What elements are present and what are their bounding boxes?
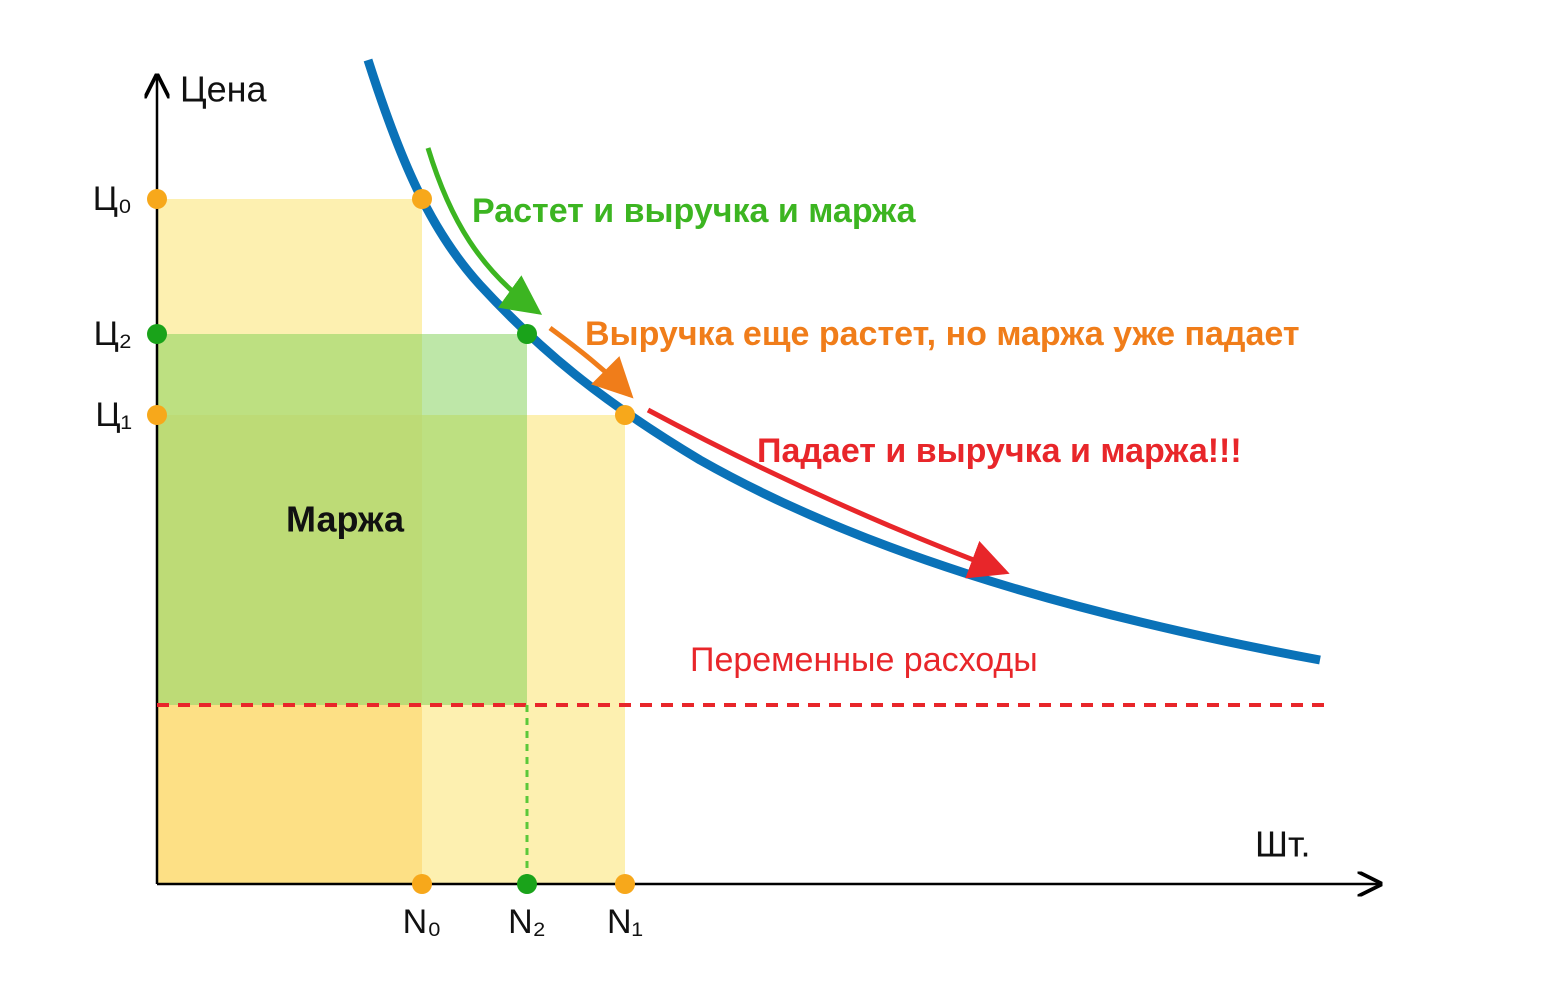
x-axis-label: Шт. [1255, 824, 1311, 865]
cost-label: Переменные расходы [690, 641, 1038, 679]
demand-curve [363, 58, 1321, 665]
point [615, 874, 635, 894]
point [517, 874, 537, 894]
arrow-red [646, 407, 1010, 579]
point [615, 405, 635, 425]
point [412, 189, 432, 209]
quantity-label: N₁ [607, 903, 643, 941]
annotation: Падает и выручка и маржа!!! [757, 432, 1242, 470]
price-label: Ц₂ [94, 315, 132, 353]
price-label: Ц₀ [93, 180, 132, 218]
arrow-orange [548, 325, 634, 399]
margin-area [157, 334, 527, 705]
point [517, 324, 537, 344]
quantity-label: N₂ [508, 903, 546, 941]
annotation: Выручка еще растет, но маржа уже падает [585, 315, 1300, 353]
quantity-label: N₀ [403, 903, 442, 941]
points [147, 189, 635, 894]
arrow-green [425, 147, 543, 315]
margin-label: Маржа [286, 499, 405, 540]
point [412, 874, 432, 894]
point [147, 324, 167, 344]
y-axis-label: Цена [180, 69, 268, 110]
annotation: Растет и выручка и маржа [472, 192, 917, 230]
price-label: Ц₁ [95, 396, 132, 434]
cost-area [157, 705, 422, 884]
point [147, 405, 167, 425]
point [147, 189, 167, 209]
